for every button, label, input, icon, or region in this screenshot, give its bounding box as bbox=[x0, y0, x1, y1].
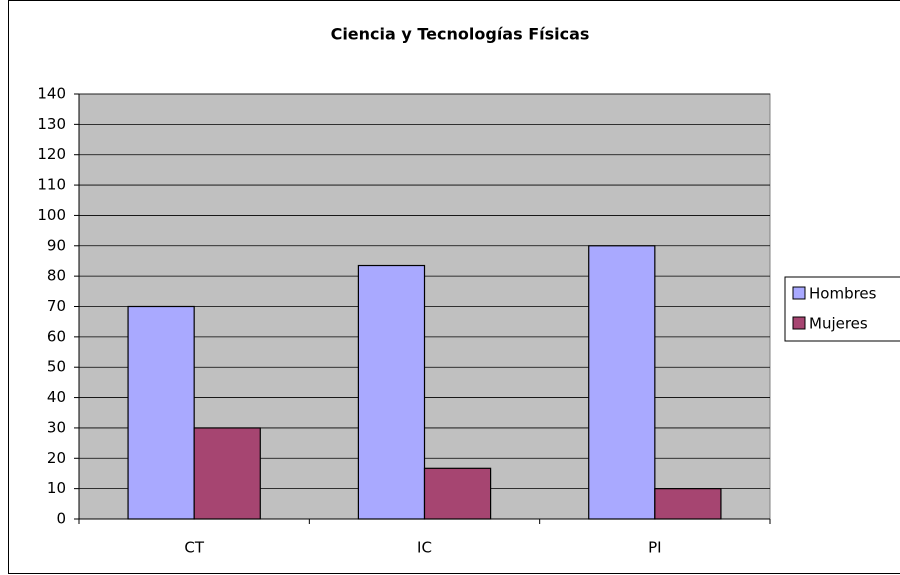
y-tick-label: 130 bbox=[37, 115, 66, 133]
legend-swatch bbox=[792, 286, 806, 300]
y-tick-label: 20 bbox=[47, 449, 66, 467]
x-tick-label: CT bbox=[184, 539, 204, 557]
y-tick-label: 140 bbox=[37, 85, 66, 103]
y-tick-label: 40 bbox=[47, 388, 66, 406]
bar bbox=[127, 305, 195, 520]
chart-title: Ciencia y Tecnologías Físicas bbox=[331, 25, 590, 44]
legend-label: Hombres bbox=[809, 285, 877, 303]
y-tick-label: 110 bbox=[37, 176, 66, 194]
legend-swatch bbox=[792, 316, 806, 330]
y-tick-label: 50 bbox=[47, 358, 66, 376]
x-tick-label: IC bbox=[417, 539, 432, 557]
y-tick-label: 30 bbox=[47, 418, 66, 436]
bar bbox=[588, 245, 656, 520]
y-tick-label: 10 bbox=[47, 479, 66, 497]
y-tick-label: 100 bbox=[37, 206, 66, 224]
x-tick-label: PI bbox=[648, 539, 661, 557]
bar bbox=[357, 264, 426, 520]
y-tick-label: 120 bbox=[37, 145, 66, 163]
y-tick-label: 80 bbox=[47, 267, 66, 285]
bar bbox=[193, 427, 261, 520]
legend-label: Mujeres bbox=[809, 315, 868, 333]
y-tick-label: 0 bbox=[56, 510, 66, 528]
bar bbox=[423, 467, 492, 520]
y-tick-label: 70 bbox=[47, 297, 66, 315]
y-tick-label: 90 bbox=[47, 236, 66, 254]
y-tick-label: 60 bbox=[47, 327, 66, 345]
bar bbox=[654, 488, 722, 520]
